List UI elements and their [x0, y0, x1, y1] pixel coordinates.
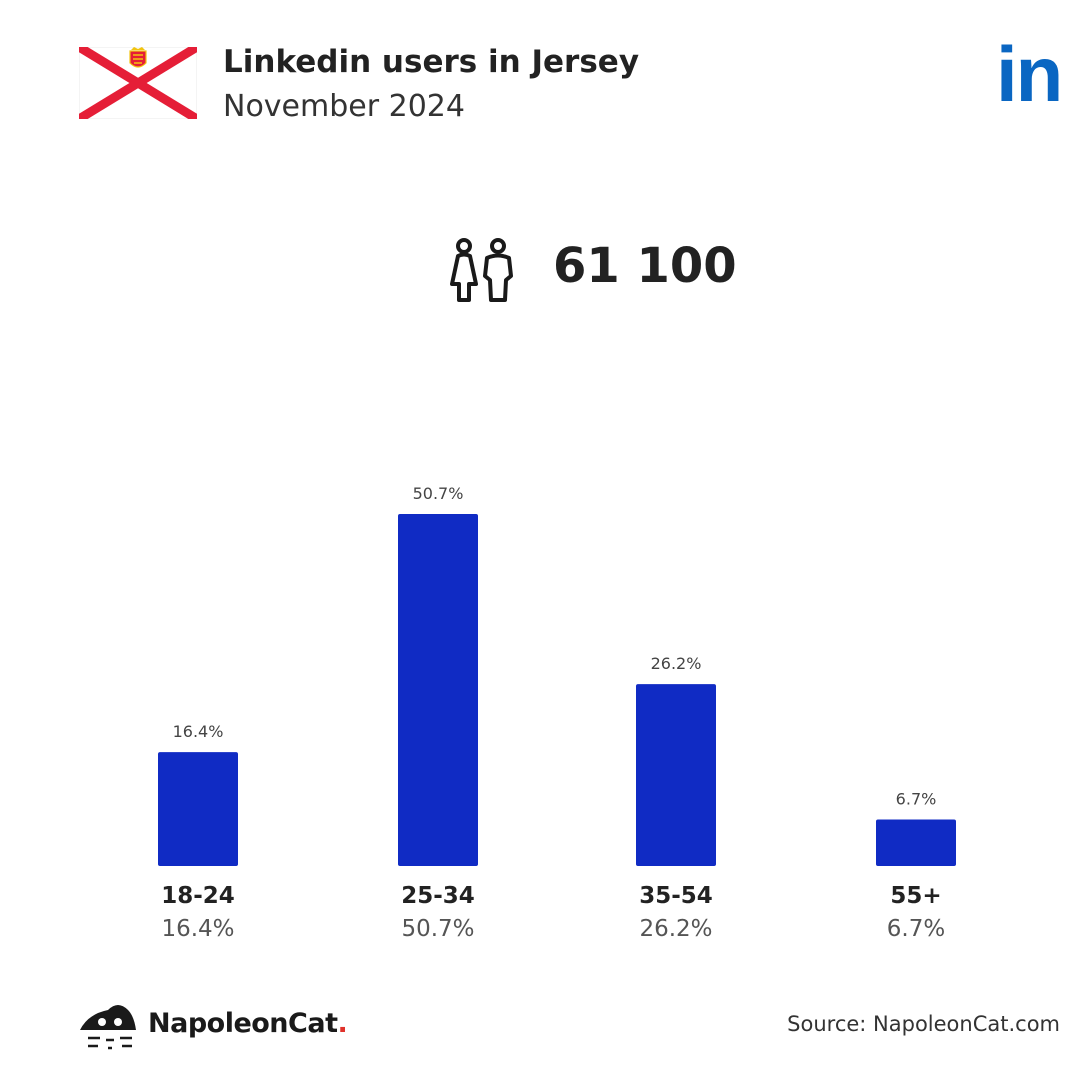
category-percent: 50.7%: [401, 916, 475, 942]
category-percent: 6.7%: [886, 916, 946, 942]
bar-25-34: [398, 514, 478, 866]
category-percent: 16.4%: [161, 916, 235, 942]
people-icon: [450, 238, 513, 302]
category-label: 35-54: [639, 883, 713, 909]
bar-18-24: [158, 752, 238, 866]
page-title: Linkedin users in Jersey: [223, 44, 640, 80]
bar-35-54: [636, 684, 716, 866]
napoleoncat-logo-icon: [80, 1005, 136, 1050]
category-label: 18-24: [161, 883, 235, 909]
bar-value-label: 26.2%: [651, 654, 702, 673]
bar-value-label: 16.4%: [173, 722, 224, 741]
brand-name-text: NapoleonCat: [148, 1008, 338, 1039]
page-subtitle: November 2024: [223, 89, 465, 124]
source-text: Source: NapoleonCat.com: [787, 1012, 1060, 1036]
brand-name: NapoleonCat.: [148, 1008, 348, 1039]
bar-value-label: 50.7%: [413, 484, 464, 503]
jersey-flag-icon: [79, 47, 197, 119]
category-percent: 26.2%: [639, 916, 713, 942]
total-users-value: 61 100: [553, 238, 737, 294]
bar-value-label: 6.7%: [896, 789, 937, 808]
brand-dot: .: [337, 1008, 348, 1039]
category-label: 25-34: [401, 883, 475, 909]
category-label: 55+: [890, 883, 942, 909]
bar-55+: [876, 819, 956, 866]
linkedin-logo-icon: in: [996, 30, 1063, 118]
